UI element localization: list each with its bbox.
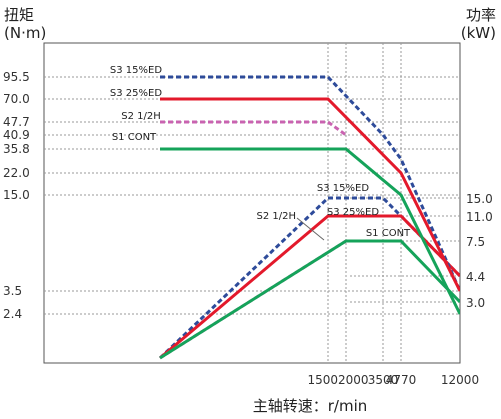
torque-curve-s3-25-ed	[160, 97, 460, 292]
x-axis-title: 主轴转速：r/min	[253, 397, 368, 415]
power-tick-label: 15.0	[466, 192, 493, 206]
torque-series-label: S3 25%ED	[110, 88, 162, 99]
torque-tick-label: 2.4	[3, 307, 22, 321]
x-tick-label: 12000	[441, 373, 479, 387]
tick-labels: 95.5 70.0 47.740.935.8 22.0 15.0 3.5 2.4 15.0 11…	[3, 70, 493, 387]
power-curve-s1-cont	[159, 239, 460, 360]
power-series-label: S3 15%ED	[317, 183, 369, 194]
torque-curve-s2-1-2h	[160, 120, 347, 137]
label-leader-line	[296, 217, 325, 241]
power-curve-s3-25-ed	[159, 214, 460, 360]
power-tick-label: 3.0	[466, 296, 485, 310]
right-axis-unit: (kW)	[461, 24, 496, 42]
torque-tick-label: 95.5	[3, 70, 30, 84]
torque-tick-label: 70.0	[3, 92, 30, 106]
torque-series-label: S1 CONT	[112, 132, 157, 143]
x-tick-label: 2000	[338, 373, 369, 387]
torque-tick-label: 35.8	[3, 142, 30, 156]
torque-tick-label: 22.0	[3, 166, 30, 180]
power-tick-label: 7.5	[466, 235, 485, 249]
power-series-label: S2 1/2H	[256, 211, 296, 222]
left-axis-title: 扭矩	[4, 6, 34, 24]
x-tick-label: 1500	[307, 373, 338, 387]
torque-tick-label: 15.0	[3, 188, 30, 202]
right-axis-title: 功率	[466, 6, 496, 24]
torque-tick-label: 3.5	[3, 284, 22, 298]
series-lines	[158, 75, 460, 360]
power-series-label: S1 CONT	[366, 228, 411, 239]
series-labels: S3 15%ED S3 25%ED S2 1/2H S1 CONT S3 15%ED S3…	[110, 65, 411, 241]
power-series-label: S3 25%ED	[327, 207, 379, 218]
power-tick-label: 11.0	[466, 210, 493, 224]
torque-curve-s3-15-ed	[160, 75, 460, 292]
torque-series-label: S3 15%ED	[110, 65, 162, 76]
power-tick-label: 4.4	[466, 270, 485, 284]
torque-tick-label: 40.9	[3, 128, 30, 142]
torque-tick-label: 47.7	[3, 115, 30, 129]
x-tick-label: 4770	[386, 373, 417, 387]
torque-curve-s1-cont	[160, 147, 460, 315]
left-axis-unit: (N·m)	[4, 24, 46, 42]
torque-series-label: S2 1/2H	[121, 111, 161, 122]
x-tick-label: 3500	[368, 373, 399, 387]
plot-frame	[43, 42, 461, 364]
